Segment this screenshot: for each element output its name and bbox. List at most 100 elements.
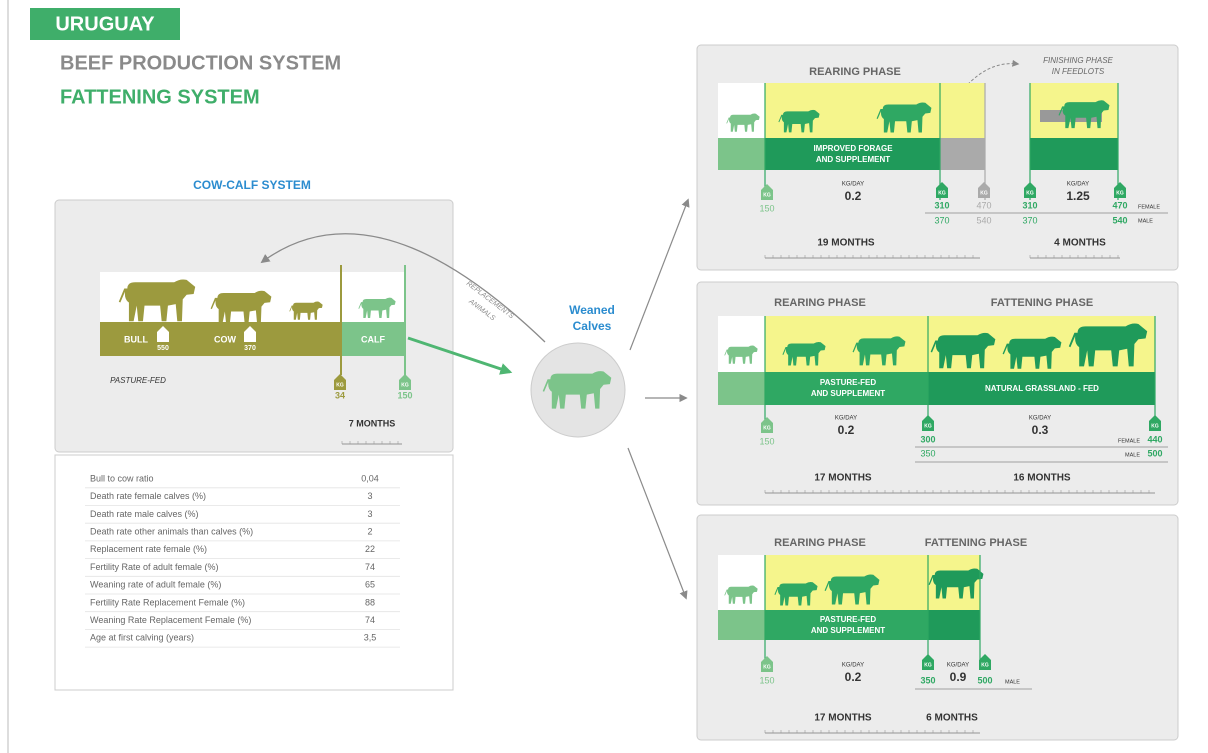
tag-unit: KG [336, 382, 344, 388]
parameter-value: 0,04 [361, 473, 379, 483]
tag-shape [1024, 182, 1036, 198]
label: 370 [1022, 215, 1037, 225]
subsystem-title: FATTENING SYSTEM [60, 86, 260, 108]
parameter-label: Death rate other animals than calves (%) [90, 526, 253, 536]
weight-tag: KG [978, 182, 990, 198]
system-title: BEEF PRODUCTION SYSTEM [60, 52, 341, 74]
tag-shape [1114, 182, 1126, 198]
tag-shape [761, 417, 773, 433]
label: AND SUPPLEMENT [816, 155, 890, 164]
label: 540 [976, 215, 991, 225]
label: 7 MONTHS [349, 418, 396, 428]
label: PASTURE-FED [110, 376, 166, 385]
label: KG/DAY [835, 416, 857, 422]
label: AND SUPPLEMENT [811, 389, 885, 398]
label: FATTENING PHASE [925, 537, 1027, 549]
calf-backdrop [341, 272, 405, 322]
weight-tag: KG [979, 654, 991, 670]
tag-unit: KG [1026, 190, 1034, 196]
tag-unit: KG [246, 334, 254, 340]
tag-shape [157, 326, 169, 342]
tag-shape [761, 656, 773, 672]
label: FEMALE [1138, 204, 1160, 210]
route-arrow [627, 447, 688, 600]
tag-shape [244, 326, 256, 342]
weight-tag: KG [761, 184, 773, 200]
tag-shape [399, 374, 411, 390]
label: FATTENING PHASE [991, 297, 1093, 309]
route-arrow [629, 198, 690, 351]
parameter-label: Death rate female calves (%) [90, 491, 206, 501]
label: 17 MONTHS [814, 713, 872, 724]
label: Calves [573, 319, 612, 333]
label: KG/DAY [842, 663, 864, 669]
weight-tag: KG [922, 654, 934, 670]
label: 470 [1112, 200, 1127, 210]
weight-tag: KG [1024, 182, 1036, 198]
parameter-table [54, 454, 454, 691]
parameter-value: 88 [365, 597, 375, 607]
label: 34 [335, 390, 345, 400]
start-band [718, 610, 765, 640]
label: 0.2 [838, 423, 855, 437]
backdrop [718, 316, 765, 372]
cow-calf-title: COW-CALF SYSTEM [193, 178, 311, 192]
label: 370 [244, 345, 256, 352]
start-band [718, 138, 765, 170]
label: REARING PHASE [774, 537, 866, 549]
weaned-arrow [407, 336, 513, 375]
parameter-value: 74 [365, 615, 375, 625]
label: 310 [1022, 200, 1037, 210]
parameter-label: Age at first calving (years) [90, 633, 194, 643]
tag-unit: KG [980, 190, 988, 196]
label: 17 MONTHS [814, 473, 872, 484]
label: IMPROVED FORAGE [813, 144, 893, 153]
rearing-band [765, 372, 928, 405]
weight-tag: KG [761, 417, 773, 433]
weight-tag: KG [1114, 182, 1126, 198]
label: KG/DAY [1067, 182, 1089, 188]
tag-shape [761, 184, 773, 200]
rearing-band [765, 610, 928, 640]
tag-shape [334, 374, 346, 390]
weight-tag: KG [1149, 415, 1161, 431]
label: 1.25 [1066, 189, 1090, 203]
weight-tag: KG [922, 415, 934, 431]
label: 19 MONTHS [817, 238, 875, 249]
label: IN FEEDLOTS [1052, 67, 1105, 76]
tag-unit: KG [1151, 423, 1159, 429]
parameter-label: Fertility Rate Replacement Female (%) [90, 597, 245, 607]
parameter-value: 3,5 [364, 633, 377, 643]
fattening-band [928, 372, 1155, 405]
label: 0.3 [1032, 423, 1049, 437]
parameter-value: 22 [365, 544, 375, 554]
start-band [718, 372, 765, 405]
label: 150 [759, 436, 774, 446]
tag-unit: KG [981, 662, 989, 668]
parameter-label: Death rate male calves (%) [90, 509, 199, 519]
label: 0.9 [950, 670, 967, 684]
parameter-value: 65 [365, 580, 375, 590]
label: REARING PHASE [774, 297, 866, 309]
label: BULL [124, 334, 148, 344]
label: 540 [1112, 215, 1127, 225]
label: 16 MONTHS [1013, 473, 1071, 484]
parameter-value: 2 [367, 526, 372, 536]
label: MALE [1005, 679, 1020, 685]
label: REARING PHASE [809, 66, 901, 78]
calf-band [341, 322, 405, 356]
label: 0.2 [845, 189, 862, 203]
label: COW [214, 334, 237, 344]
label: KG/DAY [947, 663, 969, 669]
tag-shape [1149, 415, 1161, 431]
weight-tag: KG [399, 374, 411, 390]
parameter-label: Weaning rate of adult female (%) [90, 580, 221, 590]
feedlot-band [1030, 138, 1118, 170]
country: URUGUAY [55, 13, 155, 35]
label: 370 [934, 215, 949, 225]
parameter-label: Weaning Rate Replacement Female (%) [90, 615, 251, 625]
parameter-label: Fertility Rate of adult female (%) [90, 562, 219, 572]
country-banner [30, 8, 180, 40]
